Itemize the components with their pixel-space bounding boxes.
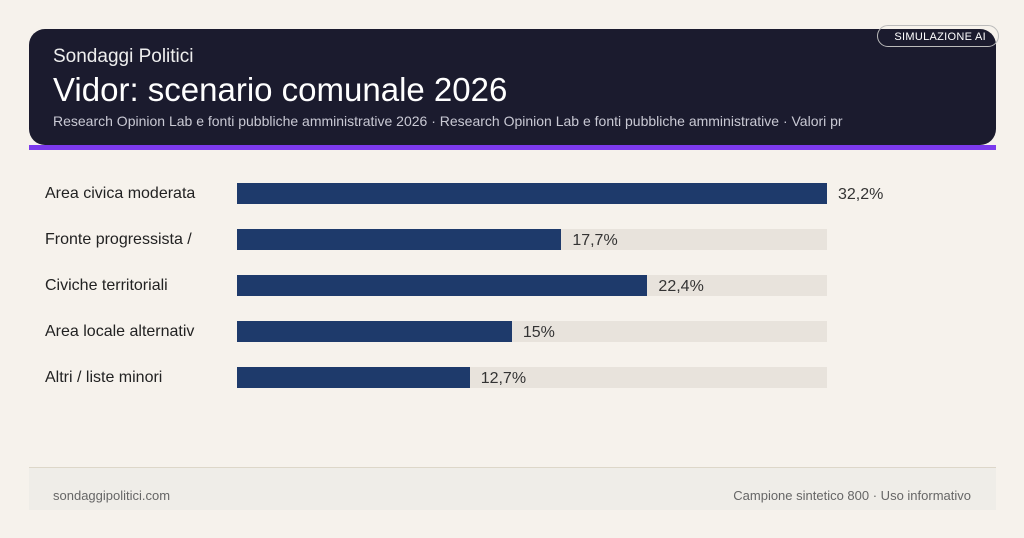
bar-row: Altri / liste minori 12,7%	[0, 367, 1024, 388]
bar	[237, 229, 562, 250]
category-label: Civiche territoriali	[45, 277, 168, 294]
page-title: Vidor: scenario comunale 2026	[53, 71, 508, 108]
bar-track	[237, 367, 827, 388]
value-label: 15%	[522, 324, 555, 341]
bar-row: Area locale alternativ 15%	[0, 321, 1024, 342]
bar	[237, 321, 512, 342]
category-label: Altri / liste minori	[45, 369, 163, 386]
accent-bar	[29, 145, 996, 150]
footer: sondaggipolitici.com Campione sintetico …	[29, 467, 996, 510]
category-label: Fronte progressista /	[45, 231, 192, 248]
bar-track	[237, 275, 827, 296]
bar	[237, 367, 470, 388]
footer-note: Campione sintetico 800 · Uso informativo	[733, 488, 971, 503]
bar-track	[237, 321, 827, 342]
header: Sondaggi Politici Vidor: scenario comuna…	[29, 29, 996, 145]
value-label: 32,2%	[838, 186, 884, 203]
subtitle: Research Opinion Lab e fonti pubbliche a…	[53, 113, 843, 129]
bar-track	[237, 229, 827, 250]
bar-track	[237, 183, 827, 204]
value-label: 22,4%	[658, 278, 704, 295]
value-label: 17,7%	[572, 232, 618, 249]
category-label: Area civica moderata	[45, 185, 196, 202]
bar-row: Fronte progressista / 17,7%	[0, 229, 1024, 250]
brand-name: Sondaggi Politici	[53, 46, 194, 67]
footer-site: sondaggipolitici.com	[53, 488, 171, 503]
bar-row: Civiche territoriali 22,4%	[0, 275, 1024, 296]
bar	[237, 183, 827, 204]
category-label: Area locale alternativ	[45, 323, 195, 340]
value-label: 12,7%	[480, 370, 527, 387]
bar-row: Area civica moderata 32,2%	[0, 183, 1024, 204]
simulation-badge: SIMULAZIONE AI	[877, 25, 999, 47]
bar	[237, 275, 648, 296]
